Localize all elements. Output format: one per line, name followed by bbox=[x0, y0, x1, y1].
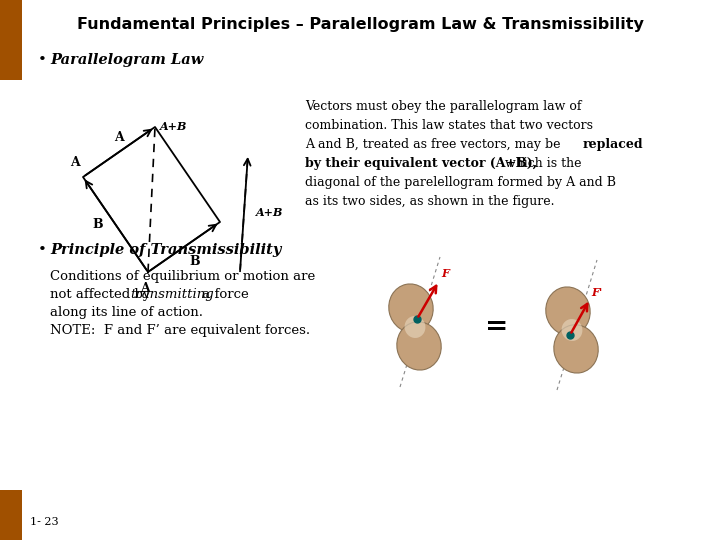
Bar bbox=[0, 0, 22, 80]
Text: Conditions of equilibrium or motion are: Conditions of equilibrium or motion are bbox=[50, 270, 315, 283]
Text: which is the: which is the bbox=[501, 157, 582, 170]
Ellipse shape bbox=[405, 316, 426, 338]
Text: along its line of action.: along its line of action. bbox=[50, 306, 203, 319]
Ellipse shape bbox=[562, 319, 582, 341]
Text: =: = bbox=[485, 314, 509, 341]
Text: as its two sides, as shown in the figure.: as its two sides, as shown in the figure… bbox=[305, 195, 554, 208]
Text: Parallelogram Law: Parallelogram Law bbox=[50, 53, 203, 67]
Text: Vectors must obey the parallelogram law of: Vectors must obey the parallelogram law … bbox=[305, 100, 582, 113]
Text: A+B: A+B bbox=[160, 122, 187, 132]
Ellipse shape bbox=[397, 322, 441, 370]
Text: A: A bbox=[140, 282, 150, 295]
Text: transmitting: transmitting bbox=[130, 288, 214, 301]
Text: by their equivalent vector (A+B),: by their equivalent vector (A+B), bbox=[305, 157, 537, 170]
Text: A: A bbox=[114, 131, 124, 144]
Text: B: B bbox=[189, 255, 199, 268]
Ellipse shape bbox=[389, 284, 433, 332]
Text: F: F bbox=[441, 268, 449, 279]
Text: NOTE:  F and F’ are equivalent forces.: NOTE: F and F’ are equivalent forces. bbox=[50, 324, 310, 337]
Text: B: B bbox=[93, 218, 104, 231]
Text: diagonal of the parelellogram formed by A and B: diagonal of the parelellogram formed by … bbox=[305, 176, 616, 189]
Text: A: A bbox=[70, 156, 80, 169]
Text: Fundamental Principles – Paralellogram Law & Transmissibility: Fundamental Principles – Paralellogram L… bbox=[76, 17, 644, 31]
Text: 1- 23: 1- 23 bbox=[30, 517, 58, 527]
Text: A+B: A+B bbox=[256, 207, 284, 219]
Ellipse shape bbox=[554, 325, 598, 373]
Text: •: • bbox=[38, 243, 47, 257]
Text: a force: a force bbox=[198, 288, 248, 301]
Text: A and B, treated as free vectors, may be: A and B, treated as free vectors, may be bbox=[305, 138, 564, 151]
Text: F': F' bbox=[591, 287, 602, 298]
Text: combination. This law states that two vectors: combination. This law states that two ve… bbox=[305, 119, 593, 132]
Text: •: • bbox=[38, 53, 47, 67]
Text: replaced: replaced bbox=[583, 138, 644, 151]
Bar bbox=[0, 490, 22, 540]
Ellipse shape bbox=[546, 287, 590, 335]
Text: not affected by: not affected by bbox=[50, 288, 155, 301]
Text: Principle of Transmissibility: Principle of Transmissibility bbox=[50, 243, 282, 257]
